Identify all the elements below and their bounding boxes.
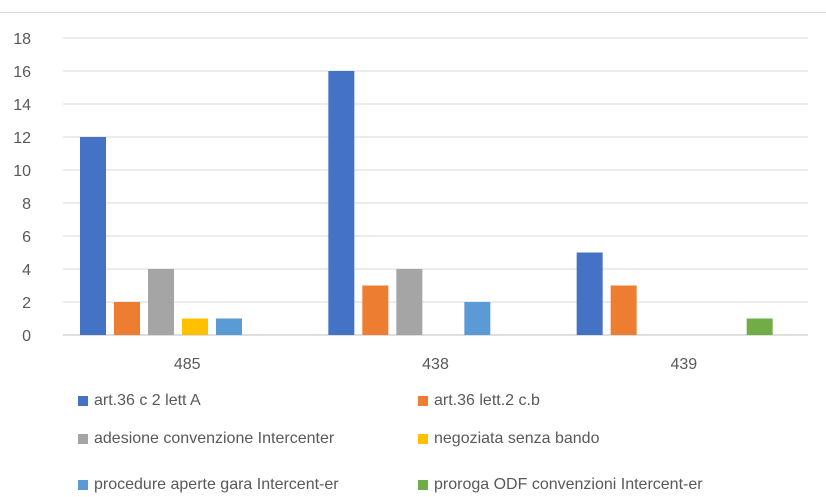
bar-art-36-lett-2-c-b-439[interactable] [610, 285, 637, 336]
legend-label: proroga ODF convenzioni Intercent-er [434, 476, 703, 493]
y-tick-label: 16 [13, 64, 31, 81]
y-tick-label: 6 [22, 229, 31, 246]
bar-art-36-lett-2-c-b-485[interactable] [114, 302, 140, 335]
legend-item[interactable]: procedure aperte gara Intercent-er [78, 476, 339, 494]
x-tick-label: 438 [422, 356, 449, 373]
x-tick-label: 439 [670, 356, 697, 373]
bar-chart: 0 2 4 6 8 10 12 14 16 18 485 438 439 [13, 31, 808, 373]
legend-label: art.36 lett.2 c.b [434, 392, 540, 409]
legend-swatch [418, 434, 428, 444]
bar-adesione-convenzione-intercenter-438[interactable] [396, 269, 423, 335]
legend-swatch [78, 480, 88, 490]
legend-item[interactable]: art.36 lett.2 c.b [418, 392, 540, 410]
x-tick-label: 485 [174, 356, 201, 373]
y-tick-label: 8 [22, 196, 31, 213]
legend-swatch [418, 480, 428, 490]
y-tick-label: 14 [13, 97, 31, 114]
y-tick-label: 0 [22, 328, 31, 345]
bar-art-36-lett-2-c-b-438[interactable] [362, 285, 389, 336]
chart-top-border [0, 12, 826, 13]
legend-item[interactable]: proroga ODF convenzioni Intercent-er [418, 476, 703, 494]
bar-art-36-c-2-lett-a-439[interactable] [576, 252, 603, 336]
bar-art-36-c-2-lett-a-485[interactable] [80, 137, 106, 335]
legend-label: procedure aperte gara Intercent-er [94, 476, 339, 493]
legend-item[interactable]: adesione convenzione Intercenter [78, 430, 334, 448]
legend-label: negoziata senza bando [434, 430, 600, 447]
y-axis-tick-labels: 0 2 4 6 8 10 12 14 16 18 [13, 31, 31, 345]
x-axis-tick-labels: 485 438 439 [174, 356, 697, 373]
bar-procedure-aperte-gara-intercent-er-485[interactable] [216, 318, 242, 336]
legend-swatch [418, 396, 428, 406]
bar-procedure-aperte-gara-intercent-er-438[interactable] [464, 302, 491, 335]
legend-item[interactable]: negoziata senza bando [418, 430, 599, 448]
y-tick-label: 2 [22, 295, 31, 312]
legend-swatch [78, 396, 88, 406]
bar-adesione-convenzione-intercenter-485[interactable] [148, 269, 174, 335]
y-tick-label: 4 [22, 262, 31, 279]
legend-label: art.36 c 2 lett A [94, 392, 201, 409]
gridlines [63, 37, 808, 336]
legend-label: adesione convenzione Intercenter [94, 430, 335, 447]
bars [80, 71, 773, 335]
y-tick-label: 18 [13, 31, 31, 48]
bar-art-36-c-2-lett-a-438[interactable] [328, 71, 355, 335]
legend-swatch [78, 434, 88, 444]
y-tick-label: 10 [13, 163, 31, 180]
bar-proroga-odf-convenzioni-intercent-er-439[interactable] [746, 318, 773, 336]
bar-negoziata-senza-bando-485[interactable] [182, 318, 208, 336]
legend-item[interactable]: art.36 c 2 lett A [78, 392, 201, 410]
y-tick-label: 12 [13, 130, 31, 147]
